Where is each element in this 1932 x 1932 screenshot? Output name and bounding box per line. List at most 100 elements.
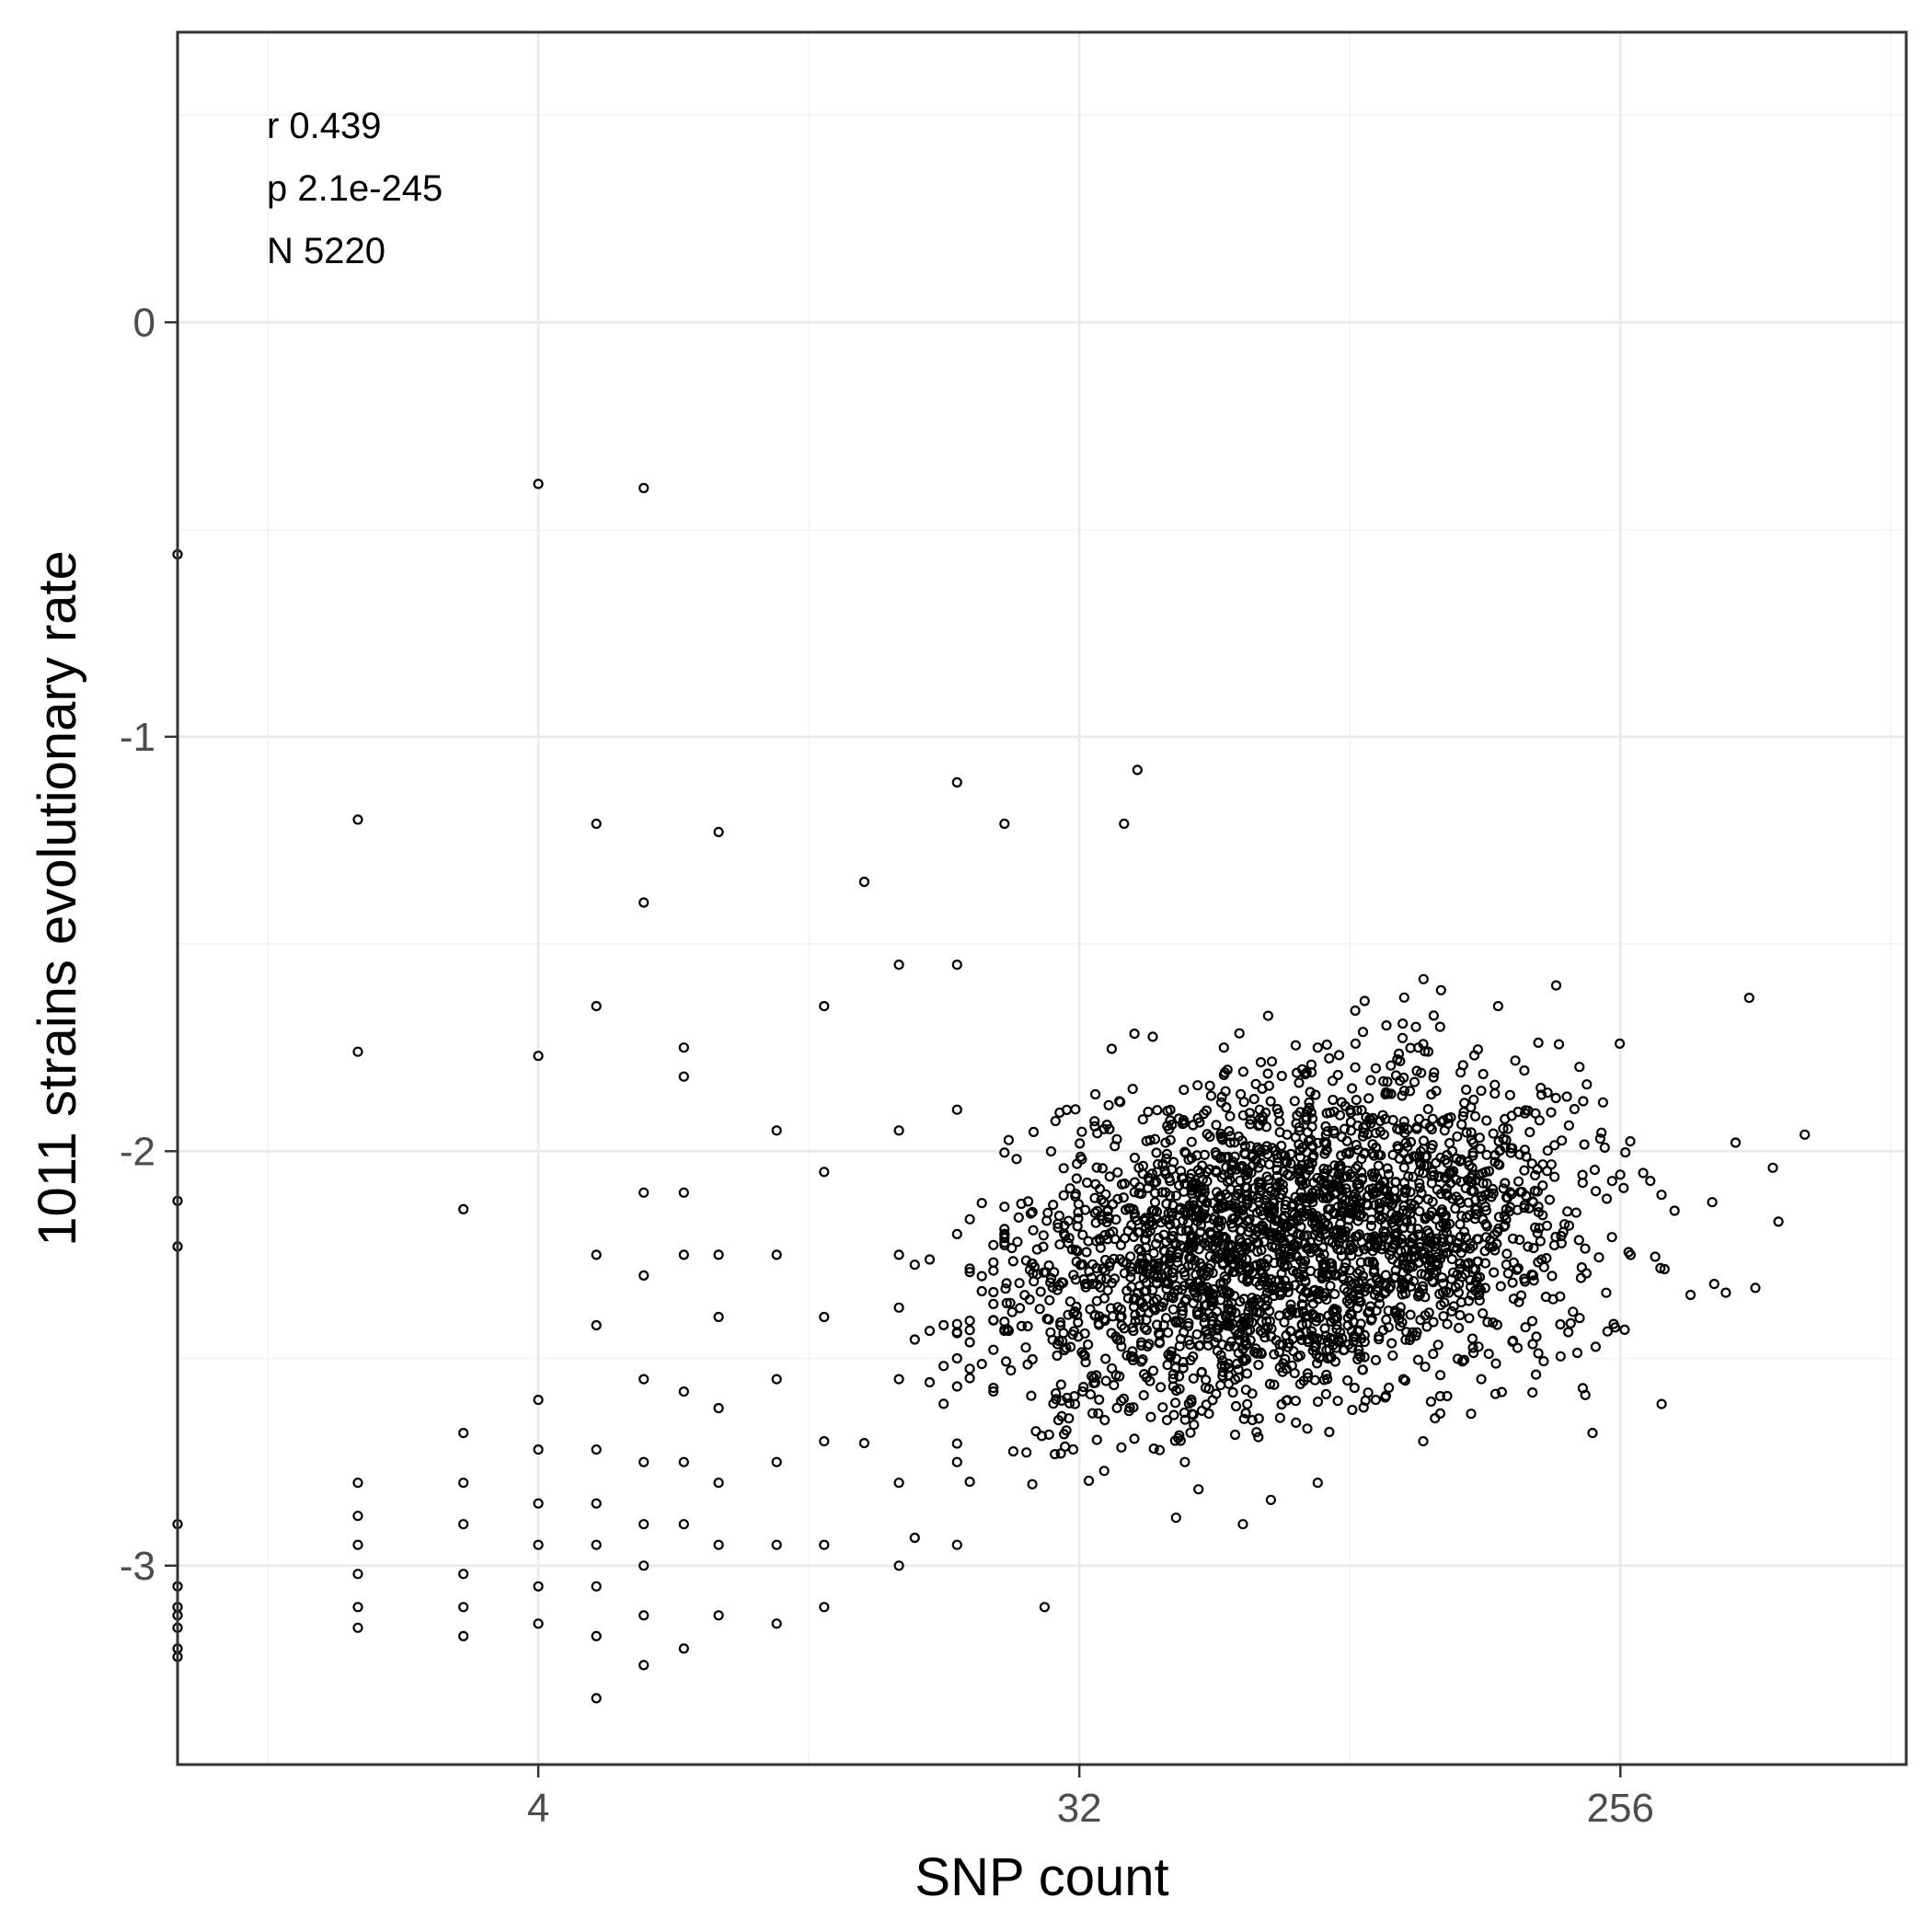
scatter-point <box>1593 1252 1604 1263</box>
scatter-point <box>1052 1222 1064 1233</box>
scatter-point <box>1481 1178 1492 1190</box>
scatter-point <box>1454 1279 1465 1290</box>
scatter-point <box>1194 1258 1206 1269</box>
scatter-point <box>1320 1229 1331 1240</box>
scatter-point <box>1295 1283 1306 1294</box>
scatter-point <box>1422 1103 1433 1115</box>
scatter-point <box>1480 1205 1492 1216</box>
scatter-point <box>1179 1242 1190 1253</box>
scatter-point <box>1708 1278 1719 1290</box>
scatter-point <box>1052 1284 1063 1295</box>
scatter-point <box>1097 1163 1109 1174</box>
scatter-point <box>1210 1242 1221 1254</box>
scatter-point <box>1064 1413 1075 1424</box>
scatter-point <box>1381 1019 1392 1031</box>
scatter-point <box>1106 1363 1118 1374</box>
scatter-point <box>1225 1131 1236 1142</box>
scatter-point <box>1473 1341 1484 1352</box>
scatter-point <box>1550 980 1562 991</box>
scatter-point <box>1365 1220 1377 1232</box>
scatter-point <box>1124 1402 1135 1413</box>
scatter-point <box>1390 1239 1401 1250</box>
scatter-point <box>1418 973 1429 984</box>
scatter-point <box>1324 1258 1336 1269</box>
scatter-point <box>1460 1242 1471 1253</box>
scatter-point <box>1398 1116 1409 1127</box>
scatter-point <box>1055 1448 1066 1459</box>
scatter-point <box>1294 1172 1305 1183</box>
scatter-point <box>1373 1160 1385 1171</box>
scatter-point <box>1527 1196 1538 1207</box>
scatter-point <box>1167 1210 1178 1222</box>
scatter-point <box>1070 1244 1082 1256</box>
scatter-point <box>1435 984 1446 995</box>
scatter-point <box>1060 1230 1071 1241</box>
scatter-point <box>1521 1151 1532 1162</box>
scatter-point <box>1383 1322 1394 1333</box>
scatter-point <box>1161 1414 1173 1426</box>
scatter-point <box>1464 1313 1475 1324</box>
scatter-point <box>1256 1245 1267 1256</box>
scatter-point <box>1003 1134 1015 1145</box>
scatter-point <box>1519 1276 1531 1287</box>
scatter-point <box>819 1539 830 1550</box>
scatter-point <box>893 1249 904 1260</box>
scatter-point <box>713 1311 724 1323</box>
scatter-point <box>713 1478 724 1489</box>
scatter-point <box>1645 1175 1656 1187</box>
scatter-point <box>1507 1277 1518 1288</box>
scatter-point <box>1166 1291 1177 1302</box>
scatter-point <box>1290 1040 1302 1051</box>
scatter-point <box>1439 1125 1450 1136</box>
scatter-point <box>1262 1068 1273 1079</box>
x-tick-label: 4 <box>527 1786 549 1831</box>
scatter-point <box>1555 1351 1566 1362</box>
scatter-point <box>988 1286 999 1298</box>
scatter-point <box>1384 1234 1395 1245</box>
scatter-point <box>1305 1087 1316 1098</box>
scatter-point <box>638 1270 650 1282</box>
scatter-point <box>1462 1156 1474 1167</box>
scatter-point <box>1088 1372 1099 1384</box>
scatter-point <box>1306 1113 1318 1124</box>
scatter-point <box>1276 1287 1288 1299</box>
scatter-point <box>1041 1313 1052 1325</box>
scatter-point <box>1260 1300 1272 1311</box>
scatter-point <box>1269 1258 1280 1269</box>
scatter-point <box>1201 1399 1212 1410</box>
scatter-point <box>1432 1184 1443 1195</box>
scatter-point <box>1501 1213 1512 1225</box>
scatter-point <box>1014 1278 1025 1289</box>
scatter-point <box>964 1267 975 1278</box>
scatter-point <box>1577 1383 1589 1394</box>
scatter-point <box>1302 1423 1313 1434</box>
scatter-point <box>938 1361 949 1372</box>
scatter-point <box>1490 1358 1501 1369</box>
scatter-point <box>1148 1178 1160 1189</box>
scatter-point <box>1237 1066 1249 1077</box>
scatter-point <box>1172 1257 1183 1268</box>
scatter-point <box>1229 1266 1240 1277</box>
scatter-point <box>1576 1261 1587 1273</box>
scatter-point <box>458 1478 469 1489</box>
scatter-point <box>1098 1314 1110 1325</box>
scatter-point <box>1510 1055 1521 1066</box>
scatter-point <box>1151 1147 1162 1158</box>
scatter-point <box>1058 1190 1069 1201</box>
scatter-point <box>1549 1140 1560 1151</box>
scatter-point <box>1351 1094 1362 1106</box>
scatter-point <box>1297 1292 1309 1304</box>
scatter-point <box>1327 1182 1338 1193</box>
scatter-point <box>1302 1368 1314 1379</box>
scatter-point <box>1476 1085 1487 1097</box>
scatter-point <box>1350 1062 1361 1073</box>
scatter-point <box>1070 1104 1081 1115</box>
scatter-point <box>1623 1247 1634 1258</box>
scatter-point <box>1305 1066 1317 1078</box>
scatter-point <box>1556 1237 1567 1249</box>
scatter-point <box>1303 1336 1314 1348</box>
scatter-point <box>1535 1089 1547 1100</box>
scatter-point <box>1340 1262 1351 1273</box>
scatter-point <box>1248 1182 1260 1194</box>
scatter-point <box>1455 1154 1466 1166</box>
